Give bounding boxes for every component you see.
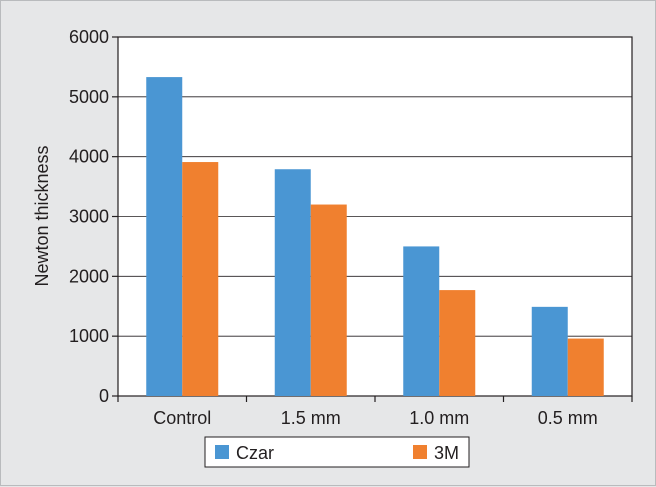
bar-czar-1 (274, 169, 311, 396)
x-tick-label: 1.5 mm (281, 408, 341, 428)
y-axis-ticks: 0 1000 2000 3000 4000 5000 6000 (69, 27, 118, 406)
y-tick-label: 3000 (69, 207, 109, 227)
y-axis-title: Newton thickness (32, 145, 52, 286)
y-tick-label: 1000 (69, 326, 109, 346)
bar-3m-3 (567, 338, 604, 396)
legend-swatch-czar (215, 445, 229, 459)
bars (146, 77, 604, 397)
bar-3m-2 (439, 290, 476, 396)
x-axis-ticks: Control 1.5 mm 1.0 mm 0.5 mm (117, 396, 633, 428)
y-tick-label: 2000 (69, 266, 109, 286)
x-tick-label: 0.5 mm (538, 408, 598, 428)
bar-czar-3 (531, 306, 568, 396)
y-tick-label: 0 (99, 386, 109, 406)
legend-label-3m: 3M (434, 443, 459, 463)
bar-3m-0 (182, 162, 219, 396)
y-tick-label: 5000 (69, 87, 109, 107)
x-tick-label: 1.0 mm (409, 408, 469, 428)
y-tick-label: 4000 (69, 147, 109, 167)
legend: Czar 3M (204, 436, 470, 468)
bar-czar-2 (403, 246, 440, 396)
bar-czar-0 (146, 77, 183, 397)
y-tick-label: 6000 (69, 27, 109, 47)
legend-label-czar: Czar (236, 443, 274, 463)
bar-3m-1 (310, 204, 347, 396)
legend-swatch-3m (413, 445, 427, 459)
x-tick-label: Control (153, 408, 211, 428)
